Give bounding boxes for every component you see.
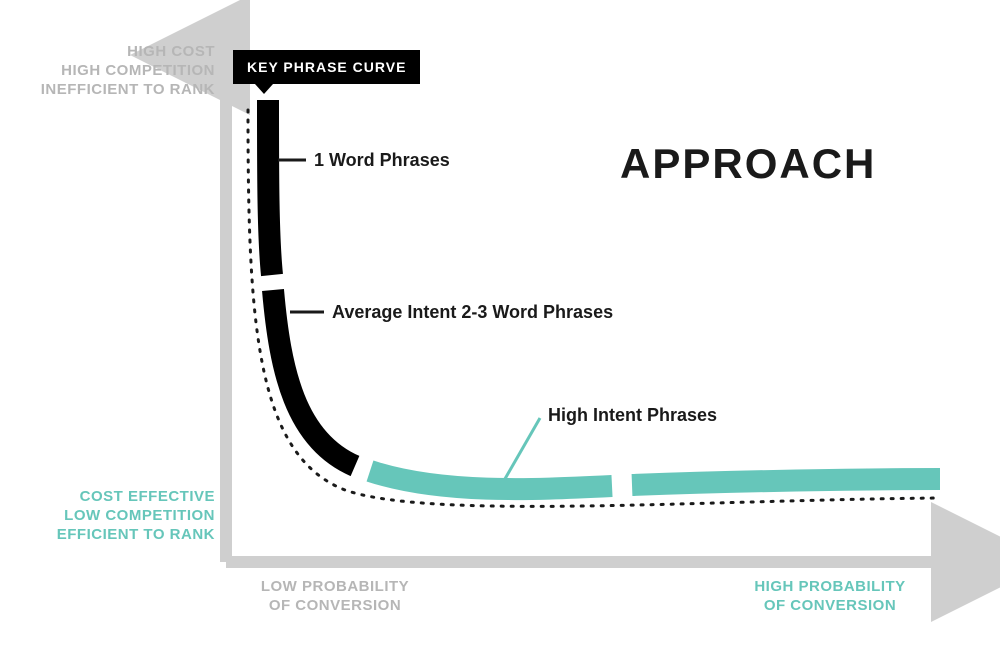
x-axis-right-label: HIGH PROBABILITY OF CONVERSION [700,578,960,616]
seg-high-intent-b [632,479,940,485]
key-phrase-badge: KEY PHRASE CURVE [233,50,420,84]
tick-high-intent [502,418,540,484]
x-axis-left-label: LOW PROBABILITY OF CONVERSION [205,578,465,616]
figure-root: HIGH COST HIGH COMPETITION INEFFICIENT T… [0,0,1000,654]
y-axis-top-label: HIGH COST HIGH COMPETITION INEFFICIENT T… [0,43,215,99]
seg-1-word [268,100,272,275]
figure-title: APPROACH [620,138,876,191]
label-high-intent: High Intent Phrases [548,405,717,426]
label-avg-intent: Average Intent 2-3 Word Phrases [332,302,613,323]
seg-high-intent-a [370,471,612,489]
y-axis-bottom-label: COST EFFECTIVE LOW COMPETITION EFFICIENT… [0,488,215,544]
label-1-word: 1 Word Phrases [314,150,450,171]
